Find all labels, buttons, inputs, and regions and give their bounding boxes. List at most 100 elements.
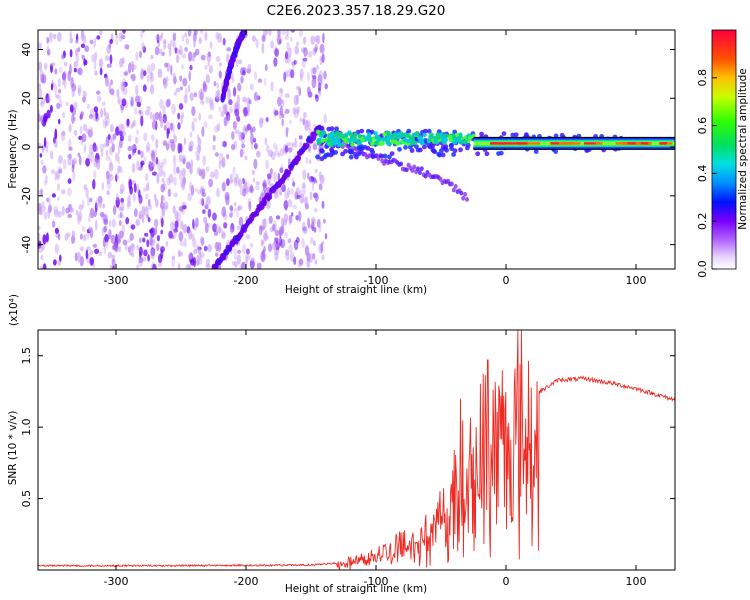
band-envelope-mark bbox=[510, 132, 516, 138]
noise-speckle bbox=[57, 77, 61, 88]
noise-speckle bbox=[61, 53, 65, 60]
noise-speckle bbox=[140, 31, 144, 39]
noise-speckle bbox=[149, 72, 154, 83]
noise-speckle bbox=[108, 220, 112, 227]
noise-speckle bbox=[132, 193, 136, 202]
noise-speckle bbox=[256, 150, 261, 158]
noise-speckle bbox=[160, 229, 163, 235]
noise-speckle bbox=[182, 158, 186, 165]
noise-speckle bbox=[187, 264, 191, 269]
noise-speckle bbox=[135, 84, 139, 96]
noise-speckle bbox=[95, 197, 99, 209]
noise-speckle bbox=[269, 226, 274, 233]
noise-speckle bbox=[81, 133, 87, 143]
noise-speckle bbox=[250, 257, 256, 262]
noise-speckle bbox=[142, 45, 146, 53]
noise-speckle bbox=[128, 245, 134, 256]
colorbar-tick-label: 0.8 bbox=[696, 69, 709, 87]
band-envelope-mark bbox=[329, 147, 334, 153]
noise-speckle bbox=[321, 53, 325, 63]
noise-speckle bbox=[41, 242, 45, 251]
band-core-mark bbox=[386, 130, 391, 136]
noise-speckle bbox=[285, 126, 289, 138]
noise-speckle bbox=[103, 143, 107, 148]
noise-speckle bbox=[98, 251, 102, 257]
band-envelope-mark bbox=[359, 128, 365, 134]
noise-speckle bbox=[162, 140, 168, 147]
noise-speckle bbox=[89, 207, 95, 219]
noise-speckle bbox=[108, 229, 112, 240]
noise-speckle bbox=[193, 30, 198, 36]
noise-speckle bbox=[41, 201, 45, 209]
noise-speckle bbox=[71, 114, 75, 124]
noise-speckle bbox=[305, 157, 308, 165]
noise-speckle bbox=[109, 38, 113, 45]
noise-speckle bbox=[141, 205, 146, 217]
noise-speckle bbox=[104, 120, 108, 127]
noise-speckle bbox=[289, 188, 294, 195]
noise-speckle bbox=[240, 75, 244, 84]
noise-speckle bbox=[40, 115, 44, 125]
noise-speckle bbox=[255, 181, 261, 186]
noise-speckle bbox=[39, 42, 43, 50]
noise-speckle bbox=[144, 156, 147, 162]
noise-speckle bbox=[165, 240, 169, 247]
noise-speckle bbox=[229, 173, 234, 178]
noise-speckle bbox=[255, 185, 260, 190]
noise-speckle bbox=[222, 37, 226, 46]
noise-speckle bbox=[115, 152, 119, 162]
band-peak-mark bbox=[567, 142, 581, 145]
noise-speckle bbox=[244, 155, 248, 161]
noise-speckle bbox=[117, 96, 121, 104]
band-envelope-mark bbox=[451, 152, 456, 157]
noise-speckle bbox=[235, 173, 239, 179]
band-core-mark bbox=[417, 135, 422, 141]
noise-speckle bbox=[226, 153, 230, 160]
noise-speckle bbox=[287, 187, 290, 198]
noise-speckle bbox=[73, 129, 78, 136]
noise-speckle bbox=[155, 156, 158, 165]
noise-speckle bbox=[68, 139, 72, 148]
noise-speckle bbox=[187, 84, 191, 93]
noise-speckle bbox=[250, 126, 253, 136]
band-envelope-mark bbox=[382, 153, 388, 159]
noise-speckle bbox=[200, 237, 205, 246]
noise-speckle bbox=[84, 45, 90, 53]
noise-speckle bbox=[54, 84, 57, 94]
band-peak-mark bbox=[635, 142, 641, 145]
noise-speckle bbox=[51, 220, 56, 228]
noise-speckle bbox=[275, 215, 281, 220]
noise-speckle bbox=[105, 76, 109, 84]
noise-speckle bbox=[162, 158, 167, 165]
noise-speckle bbox=[155, 148, 158, 156]
noise-speckle bbox=[178, 103, 184, 110]
noise-speckle bbox=[202, 209, 206, 214]
noise-speckle bbox=[57, 210, 62, 218]
noise-speckle bbox=[160, 32, 164, 39]
noise-speckle bbox=[221, 232, 226, 238]
noise-speckle bbox=[171, 257, 176, 268]
spectrogram-y-tick-label: 20 bbox=[20, 91, 33, 105]
noise-speckle bbox=[77, 47, 81, 53]
noise-speckle bbox=[215, 55, 221, 63]
band-peak-mark bbox=[564, 142, 574, 145]
noise-speckle bbox=[142, 237, 146, 243]
noise-speckle bbox=[192, 218, 195, 230]
noise-speckle bbox=[105, 155, 111, 161]
noise-speckle bbox=[307, 172, 310, 180]
noise-speckle bbox=[214, 152, 219, 157]
noise-speckle bbox=[207, 51, 211, 58]
noise-speckle bbox=[224, 192, 227, 202]
noise-speckle bbox=[46, 197, 50, 203]
noise-speckle bbox=[202, 216, 208, 223]
noise-speckle bbox=[207, 61, 210, 67]
noise-speckle bbox=[111, 258, 116, 266]
noise-speckle bbox=[69, 49, 73, 58]
noise-speckle bbox=[212, 144, 216, 151]
noise-speckle bbox=[236, 58, 239, 68]
noise-speckle bbox=[150, 248, 155, 260]
noise-speckle bbox=[54, 243, 60, 254]
noise-speckle bbox=[233, 86, 237, 97]
noise-speckle bbox=[281, 113, 285, 119]
noise-speckle bbox=[133, 208, 138, 218]
